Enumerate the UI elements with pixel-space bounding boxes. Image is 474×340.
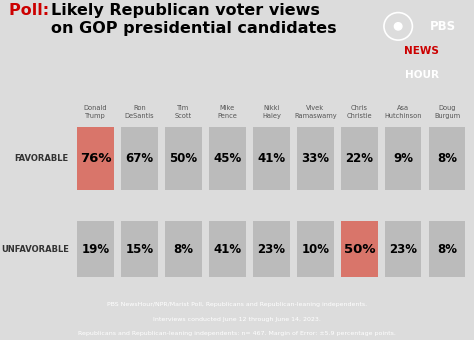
FancyBboxPatch shape <box>341 127 377 190</box>
Text: 15%: 15% <box>125 242 154 256</box>
Text: HOUR: HOUR <box>405 70 439 80</box>
Text: Ron
DeSantis: Ron DeSantis <box>125 105 154 119</box>
Text: 8%: 8% <box>438 242 457 256</box>
Text: Doug
Burgum: Doug Burgum <box>434 105 460 119</box>
FancyBboxPatch shape <box>253 221 290 277</box>
FancyBboxPatch shape <box>429 221 465 277</box>
FancyBboxPatch shape <box>385 127 421 190</box>
Text: 8%: 8% <box>173 242 193 256</box>
Text: NEWS: NEWS <box>404 46 439 56</box>
FancyBboxPatch shape <box>341 221 377 277</box>
Text: PBS NewsHour/NPR/Marist Poll, Republicans and Republican-leaning independents.: PBS NewsHour/NPR/Marist Poll, Republican… <box>107 302 367 307</box>
FancyBboxPatch shape <box>77 221 114 277</box>
Text: Tim
Scott: Tim Scott <box>175 105 192 119</box>
Text: 41%: 41% <box>257 152 285 165</box>
FancyBboxPatch shape <box>253 127 290 190</box>
Text: Asa
Hutchinson: Asa Hutchinson <box>384 105 422 119</box>
FancyBboxPatch shape <box>429 127 465 190</box>
FancyBboxPatch shape <box>165 221 201 277</box>
Text: 50%: 50% <box>169 152 198 165</box>
Text: 23%: 23% <box>389 242 417 256</box>
Text: Vivek
Ramaswamy: Vivek Ramaswamy <box>294 105 337 119</box>
Text: 23%: 23% <box>257 242 285 256</box>
Text: 8%: 8% <box>438 152 457 165</box>
Text: Poll:: Poll: <box>9 3 55 18</box>
Text: 50%: 50% <box>344 242 375 256</box>
FancyBboxPatch shape <box>121 221 158 277</box>
Circle shape <box>394 23 402 30</box>
Text: UNFAVORABLE: UNFAVORABLE <box>1 244 69 254</box>
Text: Likely Republican voter views
on GOP presidential candidates: Likely Republican voter views on GOP pre… <box>51 3 337 36</box>
Text: Nikki
Haley: Nikki Haley <box>262 105 281 119</box>
FancyBboxPatch shape <box>209 127 246 190</box>
Text: 45%: 45% <box>213 152 242 165</box>
Text: 19%: 19% <box>82 242 109 256</box>
Text: Mike
Pence: Mike Pence <box>218 105 237 119</box>
FancyBboxPatch shape <box>165 127 201 190</box>
FancyBboxPatch shape <box>385 221 421 277</box>
Text: Republicans and Republican-leaning independents: n= 467. Margin of Error: ±5.9 p: Republicans and Republican-leaning indep… <box>78 331 396 336</box>
FancyBboxPatch shape <box>209 221 246 277</box>
FancyBboxPatch shape <box>297 221 334 277</box>
Text: 9%: 9% <box>393 152 413 165</box>
Text: 10%: 10% <box>301 242 329 256</box>
FancyBboxPatch shape <box>297 127 334 190</box>
Text: Interviews conducted June 12 through June 14, 2023.: Interviews conducted June 12 through Jun… <box>153 317 321 322</box>
FancyBboxPatch shape <box>77 127 114 190</box>
Text: 67%: 67% <box>125 152 154 165</box>
Text: 22%: 22% <box>346 152 374 165</box>
Text: 41%: 41% <box>213 242 241 256</box>
Text: Chris
Christie: Chris Christie <box>346 105 372 119</box>
FancyBboxPatch shape <box>121 127 158 190</box>
Text: 76%: 76% <box>80 152 111 165</box>
Text: Donald
Trump: Donald Trump <box>83 105 107 119</box>
Text: FAVORABLE: FAVORABLE <box>15 154 69 163</box>
Text: 33%: 33% <box>301 152 329 165</box>
Text: PBS: PBS <box>429 20 456 33</box>
